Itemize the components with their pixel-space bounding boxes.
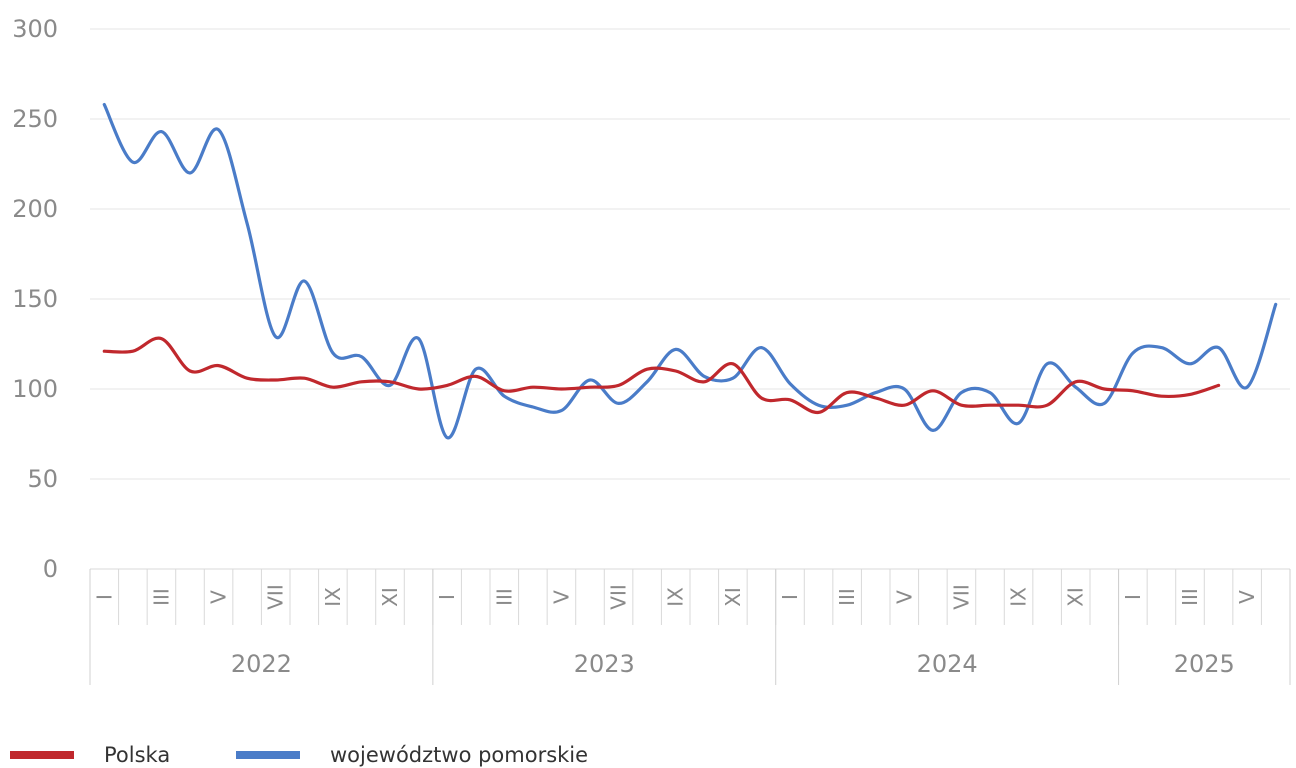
x-month-label: V (549, 590, 573, 604)
x-axis: I III V VII IX XI I III V VII IX XI I III V VII IX XI I III… (89, 568, 1291, 685)
x-month-label: IX (321, 587, 345, 607)
legend-label-pomorskie: województwo pomorskie (330, 743, 589, 767)
x-month-label: III (1178, 588, 1202, 606)
series-line-polska (102, 336, 1221, 415)
series-lines (102, 103, 1278, 440)
x-month-label: I (92, 594, 116, 600)
y-tick-label: 200 (12, 195, 58, 223)
x-month-label: XI (1064, 587, 1088, 607)
legend: Polska (10, 742, 170, 768)
x-month-label: III (835, 588, 859, 606)
x-month-label: VII (607, 584, 631, 609)
y-tick-label: 0 (43, 555, 58, 583)
x-year-label: 2024 (917, 650, 978, 678)
x-month-label: V (1235, 590, 1259, 604)
y-tick-label: 100 (12, 375, 58, 403)
x-month-label: VII (264, 584, 288, 609)
series-line-pomorskie (102, 103, 1278, 440)
x-year-label: 2025 (1174, 650, 1235, 678)
y-tick-label: 50 (27, 465, 58, 493)
legend-label-polska: Polska (104, 743, 171, 767)
x-month-label: V (207, 590, 231, 604)
x-month-label: I (1121, 594, 1145, 600)
y-tick-label: 300 (12, 15, 58, 43)
y-axis-ticks: 0 50 100 150 200 250 300 (12, 15, 58, 583)
x-month-label: I (435, 594, 459, 600)
x-month-label: III (492, 588, 516, 606)
x-year-label: 2023 (574, 650, 635, 678)
x-month-label: IX (664, 587, 688, 607)
y-tick-label: 250 (12, 105, 58, 133)
x-month-label: IX (1007, 587, 1031, 607)
x-month-label: XI (721, 587, 745, 607)
legend-swatch-pomorskie (236, 751, 300, 759)
x-month-label: I (778, 594, 802, 600)
legend-swatch-polska (10, 751, 74, 759)
x-month-label: XI (378, 587, 402, 607)
gridlines (90, 28, 1290, 480)
x-month-label: VII (949, 584, 973, 609)
legend-item-pomorskie: województwo pomorskie (236, 742, 588, 768)
y-tick-label: 150 (12, 285, 58, 313)
x-month-label: V (892, 590, 916, 604)
x-month-label: III (149, 588, 173, 606)
x-year-label: 2022 (231, 650, 292, 678)
